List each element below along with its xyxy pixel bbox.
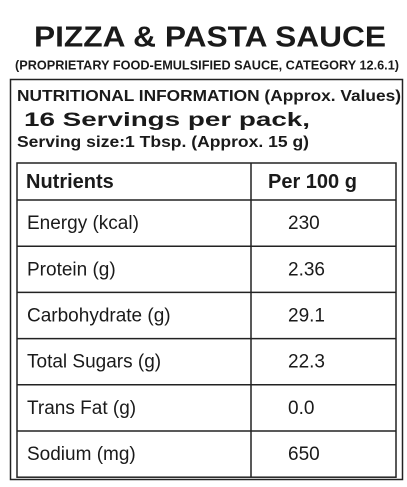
label-border <box>9 78 404 481</box>
nutrient-name: Total Sugars (g) <box>27 352 161 373</box>
nutrient-name: Protein (g) <box>27 259 116 280</box>
nutrition-table: Nutrients Per 100 g Energy (kcal) 230 Protei… <box>16 162 397 478</box>
nutrient-value: 650 <box>288 444 320 465</box>
title: PIZZA & PASTA SAUCE <box>34 22 386 54</box>
header-cell: Per 100 g <box>268 171 357 193</box>
nutrient-value: 2.36 <box>288 259 325 280</box>
nutrient-value: 22.3 <box>288 352 325 373</box>
nutrient-name: Carbohydrate (g) <box>27 306 171 327</box>
nutrient-value: 29.1 <box>288 306 325 327</box>
table-border <box>16 162 397 478</box>
nutrient-name: Energy (kcal) <box>27 213 139 234</box>
subtitle: (PROPRIETARY FOOD-EMULSIFIED SAUCE, CATE… <box>15 58 399 72</box>
header-cell: Nutrients <box>26 171 114 193</box>
nutrient-name: Trans Fat (g) <box>27 398 136 419</box>
nutrient-value: 230 <box>288 213 320 234</box>
info-heading: NUTRITIONAL INFORMATION (Approx. Values) <box>17 88 401 105</box>
servings: 16 Servings per pack, <box>24 110 310 131</box>
nutrient-value: 0.0 <box>288 398 314 419</box>
nutrient-name: Sodium (mg) <box>27 444 136 465</box>
serving-size: Serving size:1 Tbsp. (Approx. 15 g) <box>17 134 309 151</box>
